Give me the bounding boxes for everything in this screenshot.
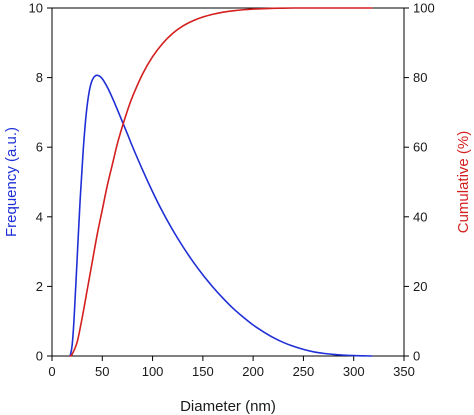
x-axis-title: Diameter (nm): [180, 398, 276, 415]
left-y-axis: 0 2 4 6 8 10: [29, 1, 52, 364]
x-tick-label: 350: [393, 364, 415, 379]
x-tick-label: 0: [48, 364, 55, 379]
right-y-tick-label: 20: [413, 279, 427, 294]
right-y-tick-label: 80: [413, 70, 427, 85]
left-y-tick-label: 4: [36, 209, 43, 224]
x-tick-label: 100: [142, 364, 164, 379]
series-layer: [69, 7, 373, 357]
right-y-tick-label: 40: [413, 209, 427, 224]
right-y-axis: 0 20 40 60 80 100: [404, 1, 435, 364]
left-y-tick-label: 2: [36, 279, 43, 294]
right-y-tick-label: 0: [413, 349, 420, 364]
left-y-tick-label: 6: [36, 140, 43, 155]
right-y-tick-label: 100: [413, 1, 435, 16]
x-tick-label: 250: [293, 364, 315, 379]
right-y-tick-label: 60: [413, 140, 427, 155]
left-y-axis-title: Frequency (a.u.): [3, 127, 20, 237]
plot-frame: [51, 7, 405, 357]
left-y-tick-label: 10: [29, 1, 43, 16]
frequency-series-line: [69, 74, 373, 357]
x-tick-label: 50: [95, 364, 109, 379]
right-y-axis-title: Cumulative (%): [455, 131, 472, 234]
left-y-tick-label: 8: [36, 70, 43, 85]
left-y-tick-label: 0: [36, 349, 43, 364]
plot-area: 0 50 100 150 200 250 300 350 0 2 4 6 8 10 0 20 40 60 80 1…: [29, 1, 435, 380]
x-axis: 0 50 100 150 200 250 300 350: [48, 356, 415, 379]
x-tick-label: 300: [343, 364, 365, 379]
x-tick-label: 150: [192, 364, 214, 379]
cumulative-series-line: [69, 7, 373, 357]
x-tick-label: 200: [242, 364, 264, 379]
